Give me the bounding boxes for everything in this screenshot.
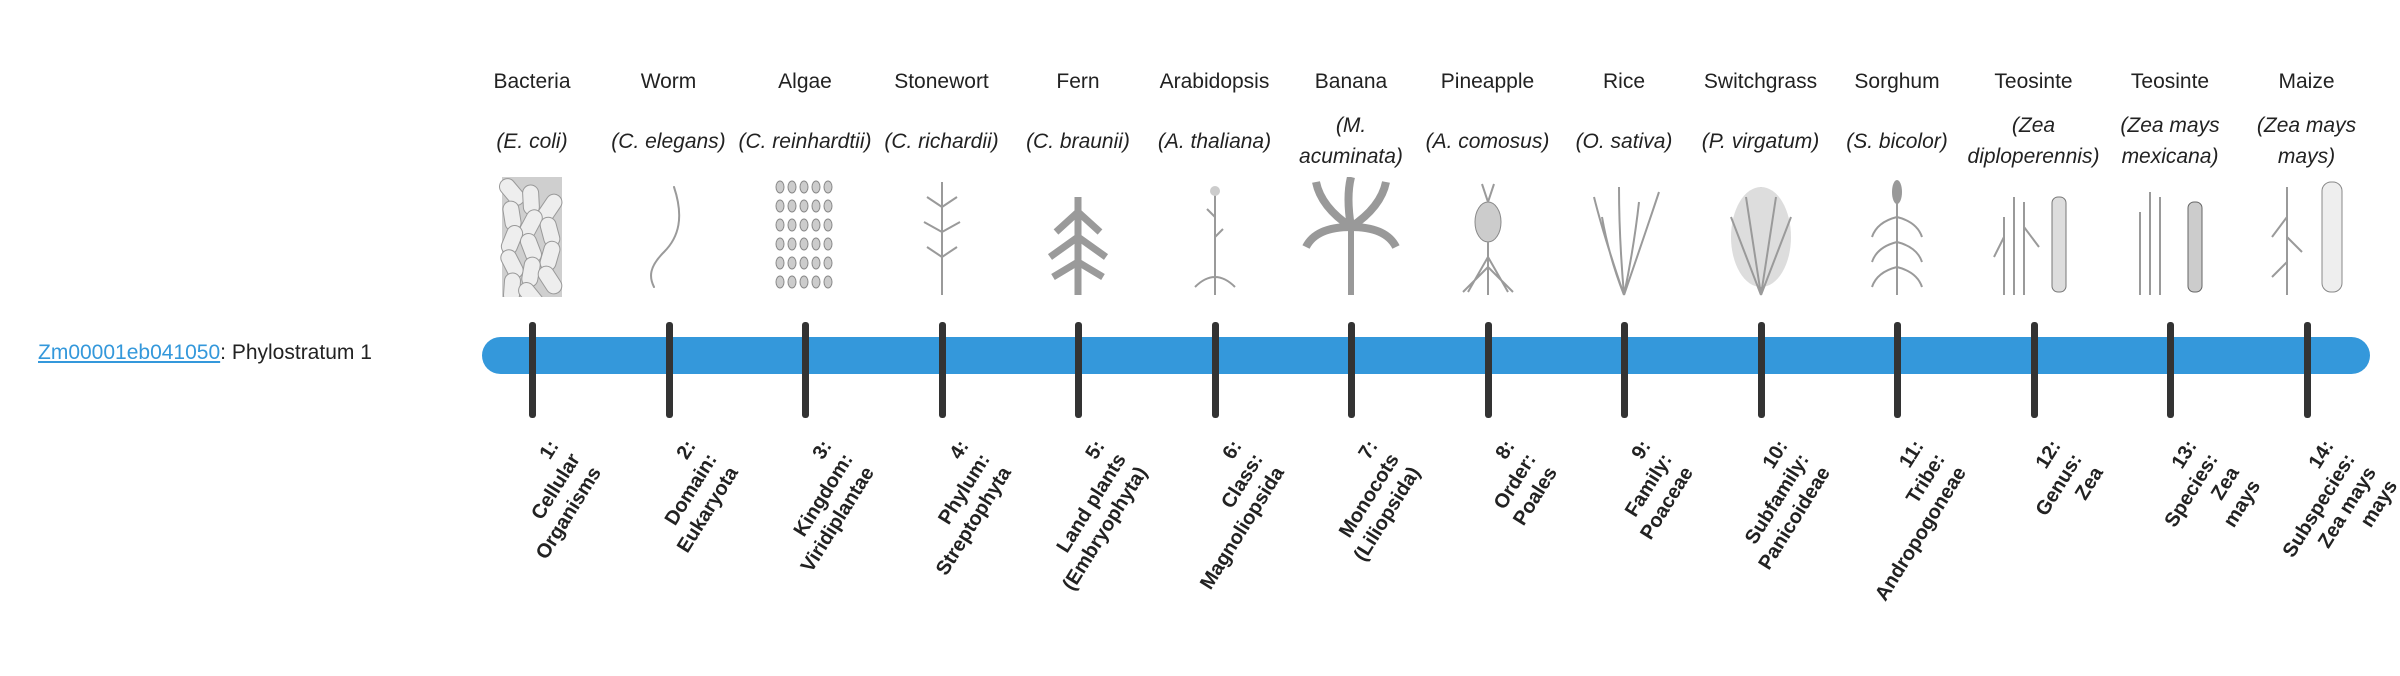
stratum-tick bbox=[2167, 322, 2174, 418]
phylostratum-text: : Phylostratum 1 bbox=[220, 341, 372, 364]
banana-icon bbox=[1301, 176, 1401, 297]
organism-common-name: Teosinte bbox=[2130, 70, 2210, 93]
stratum-tick bbox=[665, 322, 673, 418]
fern-icon bbox=[1028, 177, 1128, 297]
organism-species-name: (Zea mays mays) bbox=[2256, 114, 2357, 168]
organism-species-name: (A. thaliana) bbox=[1157, 129, 1272, 153]
phylostrata-bar bbox=[482, 337, 2370, 374]
organism-species-name: (P. virgatum) bbox=[1701, 129, 1820, 153]
stratum-tick bbox=[1348, 322, 1355, 418]
organism-common-name: Rice bbox=[1602, 70, 1645, 93]
sorghum-icon bbox=[1847, 177, 1947, 297]
stratum-tick bbox=[1075, 322, 1082, 418]
stratum-tick bbox=[1484, 322, 1492, 418]
stratum-tick bbox=[2030, 322, 2038, 418]
teosinte-icon bbox=[2120, 177, 2220, 297]
stratum-tick bbox=[1621, 322, 1628, 418]
algae-icon bbox=[755, 177, 855, 297]
organism-species-name: (C. braunii) bbox=[1026, 129, 1130, 153]
organism-common-name: Banana bbox=[1314, 70, 1388, 93]
organism-common-name: Algae bbox=[778, 70, 832, 93]
stratum-tick bbox=[938, 322, 946, 418]
organism-common-name: Teosinte bbox=[1994, 70, 2073, 93]
organism-species-name: (A. comosus) bbox=[1425, 129, 1550, 153]
stratum-tick bbox=[1894, 322, 1901, 418]
organism-species-name: (Zea mays mexicana) bbox=[2120, 114, 2220, 168]
stratum-tick bbox=[529, 322, 536, 418]
stratum-tick bbox=[1211, 322, 1219, 418]
organism-species-name: (S. bicolor) bbox=[1846, 129, 1948, 153]
organism-common-name: Fern bbox=[1056, 70, 1100, 93]
gene-label: Zm00001eb041050: Phylostratum 1 bbox=[38, 341, 372, 365]
organism-common-name: Worm bbox=[640, 70, 697, 93]
organism-common-name: Bacteria bbox=[493, 70, 571, 93]
organism-common-name: Stonewort bbox=[894, 70, 989, 93]
stratum-tick bbox=[802, 322, 809, 418]
organism-species-name: (C. richardii) bbox=[884, 129, 999, 153]
arabidopsis-icon bbox=[1165, 177, 1265, 297]
organism-species-name: (Zea diploperennis) bbox=[1967, 114, 2100, 168]
bacteria-icon bbox=[482, 177, 582, 310]
worm-icon bbox=[619, 177, 719, 297]
gene-link[interactable]: Zm00001eb041050 bbox=[38, 341, 221, 364]
organism-common-name: Pineapple bbox=[1440, 70, 1535, 93]
maize-icon bbox=[2257, 177, 2357, 297]
rice-icon bbox=[1574, 177, 1674, 297]
organism-species-name: (M. acuminata) bbox=[1299, 114, 1403, 168]
organism-species-name: (E. coli) bbox=[496, 129, 568, 153]
pineapple-icon bbox=[1438, 177, 1538, 297]
organism-common-name: Arabidopsis bbox=[1159, 70, 1270, 93]
organism-species-name: (O. sativa) bbox=[1575, 129, 1673, 153]
stratum-tick bbox=[2303, 322, 2311, 418]
organism-common-name: Maize bbox=[2278, 70, 2335, 93]
teosinte-icon bbox=[1984, 177, 2084, 297]
stratum-tick bbox=[1757, 322, 1765, 418]
organism-common-name: Sorghum bbox=[1854, 70, 1940, 93]
switchgrass-icon bbox=[1711, 177, 1811, 297]
stonewort-icon bbox=[892, 177, 992, 297]
organism-species-name: (C. reinhardtii) bbox=[738, 129, 872, 153]
organism-species-name: (C. elegans) bbox=[611, 129, 726, 153]
organism-common-name: Switchgrass bbox=[1703, 70, 1818, 93]
